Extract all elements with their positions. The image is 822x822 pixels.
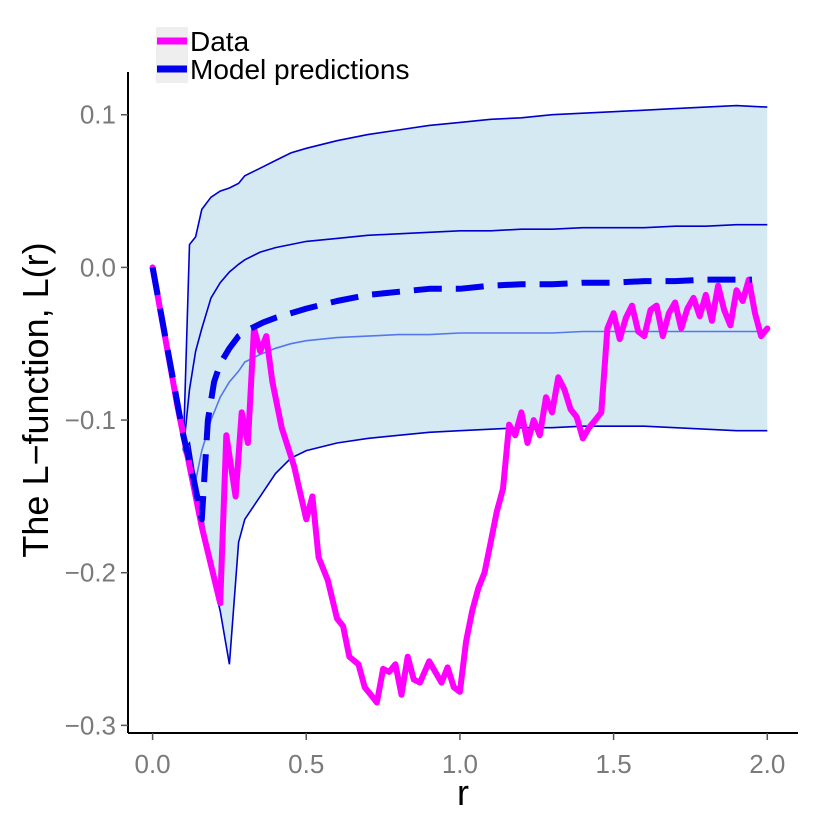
x-tick-label: 2.0 [749, 749, 785, 779]
x-tick-label: 0.0 [135, 749, 171, 779]
x-tick-label: 1.0 [442, 749, 478, 779]
legend-label-data: Data [190, 26, 250, 57]
x-tick-label: 0.5 [288, 749, 324, 779]
series-line-data [149, 264, 771, 706]
envelope-inner-line [182, 223, 768, 451]
y-tick-label: −0.3 [65, 710, 116, 740]
y-tick-label: 0.1 [80, 100, 116, 130]
envelope-upper-line [182, 104, 768, 451]
series-layer [149, 264, 771, 706]
x-tick-label: 1.5 [596, 749, 632, 779]
envelope-band [183, 105, 768, 665]
y-tick-label: 0.0 [80, 252, 116, 282]
series-line-model-predictions [149, 266, 752, 523]
x-ticks: 0.0 0.5 1.0 1.5 2.0 [135, 733, 785, 779]
legend-label-model: Model predictions [190, 54, 409, 85]
y-axis-title: The L−function, L(r) [15, 242, 56, 557]
y-tick-label: −0.1 [65, 405, 116, 435]
envelope-median-line [182, 330, 768, 484]
y-ticks: −0.3 −0.2 −0.1 0.0 0.1 [65, 100, 128, 740]
y-tick-label: −0.2 [65, 558, 116, 588]
x-axis-title: r [457, 772, 469, 813]
legend: Data Model predictions [156, 26, 409, 85]
